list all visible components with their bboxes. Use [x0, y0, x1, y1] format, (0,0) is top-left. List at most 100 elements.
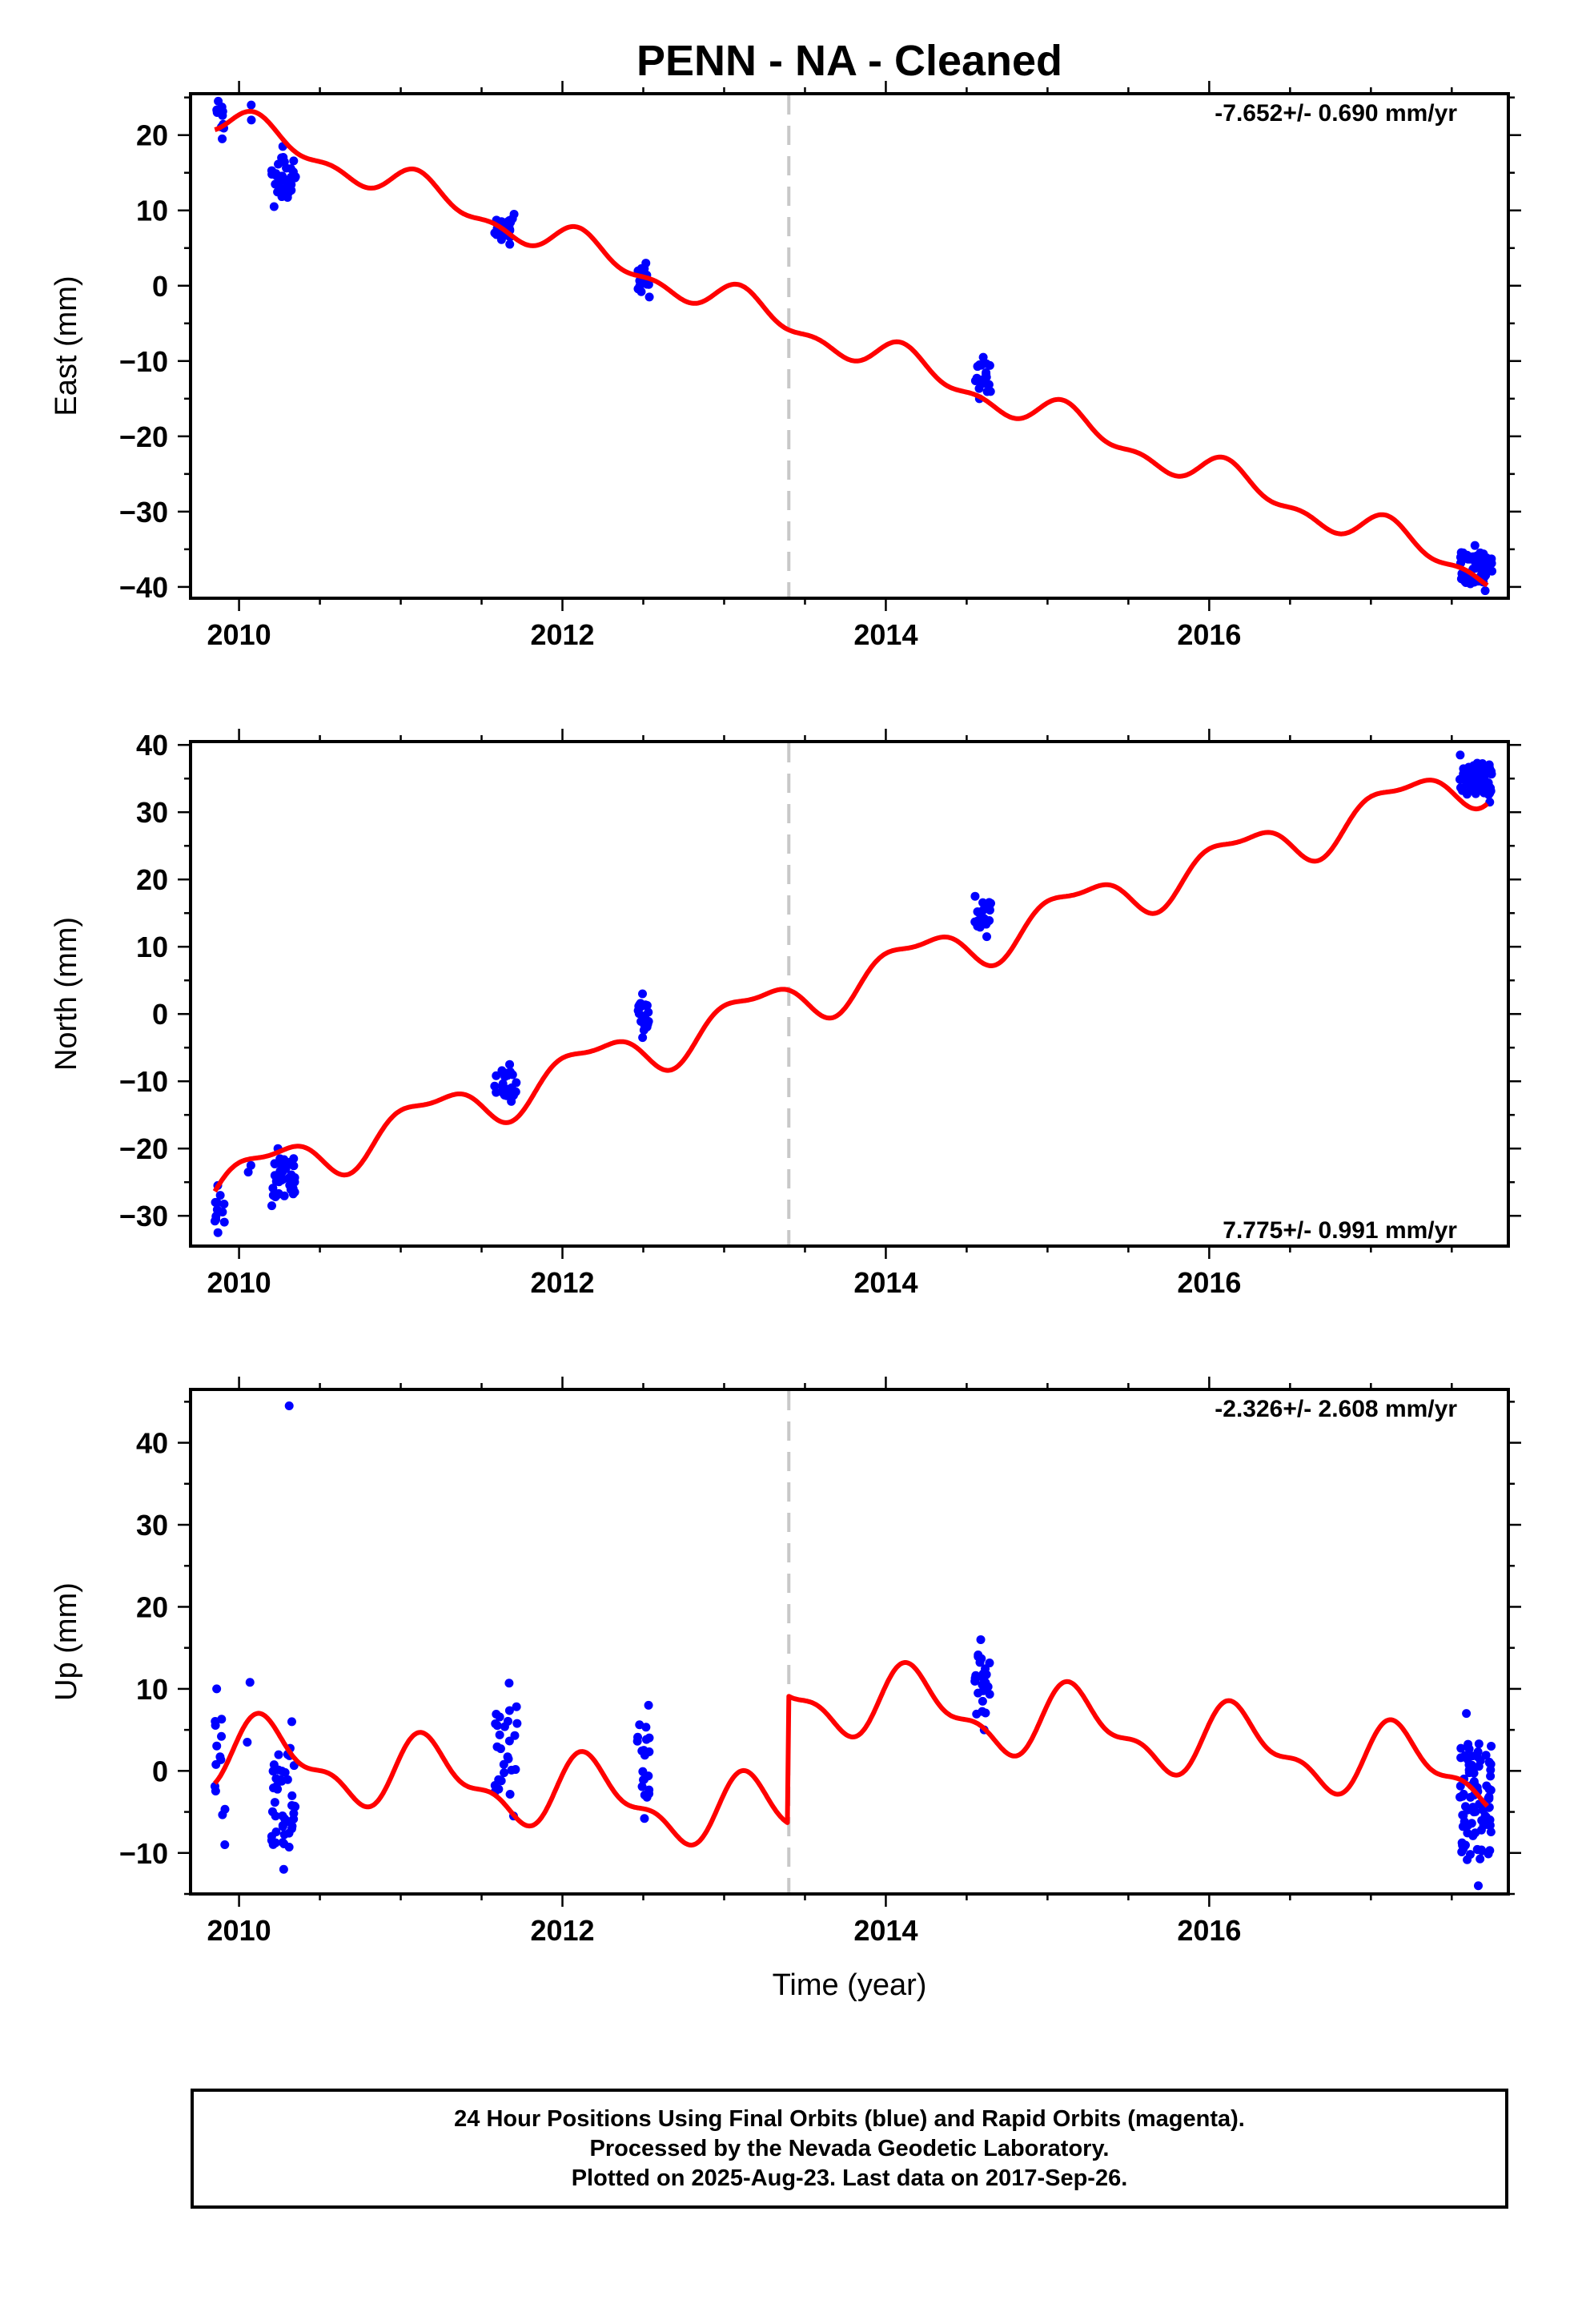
- y-tick-label: −30: [119, 496, 168, 529]
- data-point: [1468, 1763, 1478, 1772]
- panel-north: 2010 2012 2014 2016 −30 −20 −10 0 10 20 30 40 North …: [50, 729, 1521, 1299]
- data-point: [1456, 1792, 1466, 1802]
- y-tick-label: 10: [136, 1673, 168, 1706]
- y-axis-label: North (mm): [50, 917, 83, 1071]
- data-point: [986, 387, 995, 396]
- data-point: [289, 1154, 299, 1164]
- data-point: [640, 1000, 650, 1010]
- x-tick-label: 2014: [853, 1266, 917, 1299]
- data-point: [1480, 1820, 1489, 1830]
- data-point: [1472, 1844, 1482, 1854]
- data-point: [1486, 1827, 1496, 1837]
- data-point: [210, 1216, 219, 1226]
- data-point: [1467, 1819, 1476, 1828]
- data-point: [1486, 1785, 1496, 1795]
- data-point: [278, 1811, 287, 1820]
- data-point: [270, 1798, 279, 1807]
- x-tick-label: 2010: [207, 1914, 271, 1947]
- velocity-label: 7.775+/- 0.991 mm/yr: [1223, 1217, 1457, 1244]
- x-tick-label: 2016: [1177, 1266, 1241, 1299]
- data-point: [495, 1730, 504, 1739]
- data-point: [978, 1707, 987, 1716]
- x-tick-label: 2010: [207, 618, 271, 651]
- data-point: [492, 1088, 501, 1097]
- data-point: [274, 1765, 283, 1775]
- data-point: [287, 1717, 296, 1727]
- data-point: [215, 1752, 225, 1762]
- data-point: [639, 1746, 648, 1755]
- data-point: [291, 1802, 300, 1811]
- data-point: [1468, 1831, 1478, 1840]
- y-tick-label: −10: [119, 1837, 168, 1870]
- data-point: [1480, 586, 1490, 596]
- data-point: [1460, 577, 1470, 586]
- data-point: [1456, 750, 1465, 760]
- data-point: [1468, 552, 1478, 561]
- data-point: [644, 292, 654, 302]
- y-axis-label: East (mm): [50, 275, 83, 416]
- data-point: [1474, 1739, 1484, 1749]
- data-point: [281, 1164, 291, 1173]
- data-point: [212, 1205, 222, 1215]
- data-point: [498, 1083, 508, 1092]
- data-point: [1473, 1881, 1483, 1891]
- data-point: [271, 1192, 280, 1202]
- data-point: [1465, 782, 1475, 791]
- data-point: [986, 899, 995, 908]
- data-point: [1462, 1709, 1472, 1719]
- data-point: [1474, 561, 1484, 571]
- data-point: [270, 1159, 279, 1168]
- y-tick-label: 30: [136, 796, 168, 829]
- data-point: [978, 898, 988, 907]
- data-point: [220, 1804, 230, 1814]
- data-point: [505, 239, 515, 249]
- x-tick-label: 2012: [530, 618, 594, 651]
- data-point: [271, 1176, 281, 1186]
- data-point: [1487, 1741, 1496, 1751]
- data-point: [1484, 790, 1493, 799]
- data-point: [633, 1732, 643, 1742]
- x-tick-label: 2010: [207, 1266, 271, 1299]
- data-point: [970, 917, 980, 927]
- data-point: [970, 891, 980, 901]
- data-point: [213, 1228, 223, 1237]
- data-point: [283, 176, 292, 186]
- data-point: [279, 1864, 288, 1874]
- data-point: [985, 1690, 994, 1699]
- data-point: [644, 1789, 654, 1799]
- data-point: [500, 1068, 509, 1078]
- data-point: [219, 1199, 229, 1208]
- data-point: [271, 1827, 281, 1837]
- data-point: [495, 1712, 504, 1722]
- data-point: [1484, 1758, 1494, 1767]
- data-point: [1457, 1848, 1467, 1857]
- plot-frame: [189, 740, 1510, 1248]
- panel-east: 2010 2012 2014 2016 −40 −30 −20 −10 0 10 20 East (m…: [50, 81, 1521, 651]
- data-point: [271, 1782, 281, 1791]
- data-point: [286, 164, 295, 174]
- panel-up: 2010 2012 2014 2016 −10 0 10 20 30 40 Up (mm) -2.32…: [50, 1377, 1521, 1947]
- data-point: [284, 1173, 294, 1183]
- data-point: [243, 1737, 252, 1747]
- data-point: [278, 1822, 287, 1831]
- data-point: [289, 156, 299, 166]
- data-point: [271, 1838, 280, 1848]
- data-point: [974, 360, 984, 370]
- x-tick-label: 2012: [530, 1266, 594, 1299]
- data-point: [291, 172, 300, 182]
- y-tick-label: 10: [136, 931, 168, 963]
- data-point: [642, 1022, 652, 1031]
- data-point: [1465, 1850, 1475, 1860]
- data-point: [494, 1775, 504, 1784]
- model-curve: [214, 109, 1489, 588]
- data-point: [499, 1759, 508, 1769]
- data-point: [982, 932, 992, 942]
- y-tick-label: 40: [136, 729, 168, 762]
- data-point: [979, 1676, 989, 1686]
- data-point: [638, 1767, 648, 1776]
- data-point: [1485, 1846, 1495, 1856]
- data-point: [268, 1184, 278, 1193]
- data-point: [267, 1201, 276, 1211]
